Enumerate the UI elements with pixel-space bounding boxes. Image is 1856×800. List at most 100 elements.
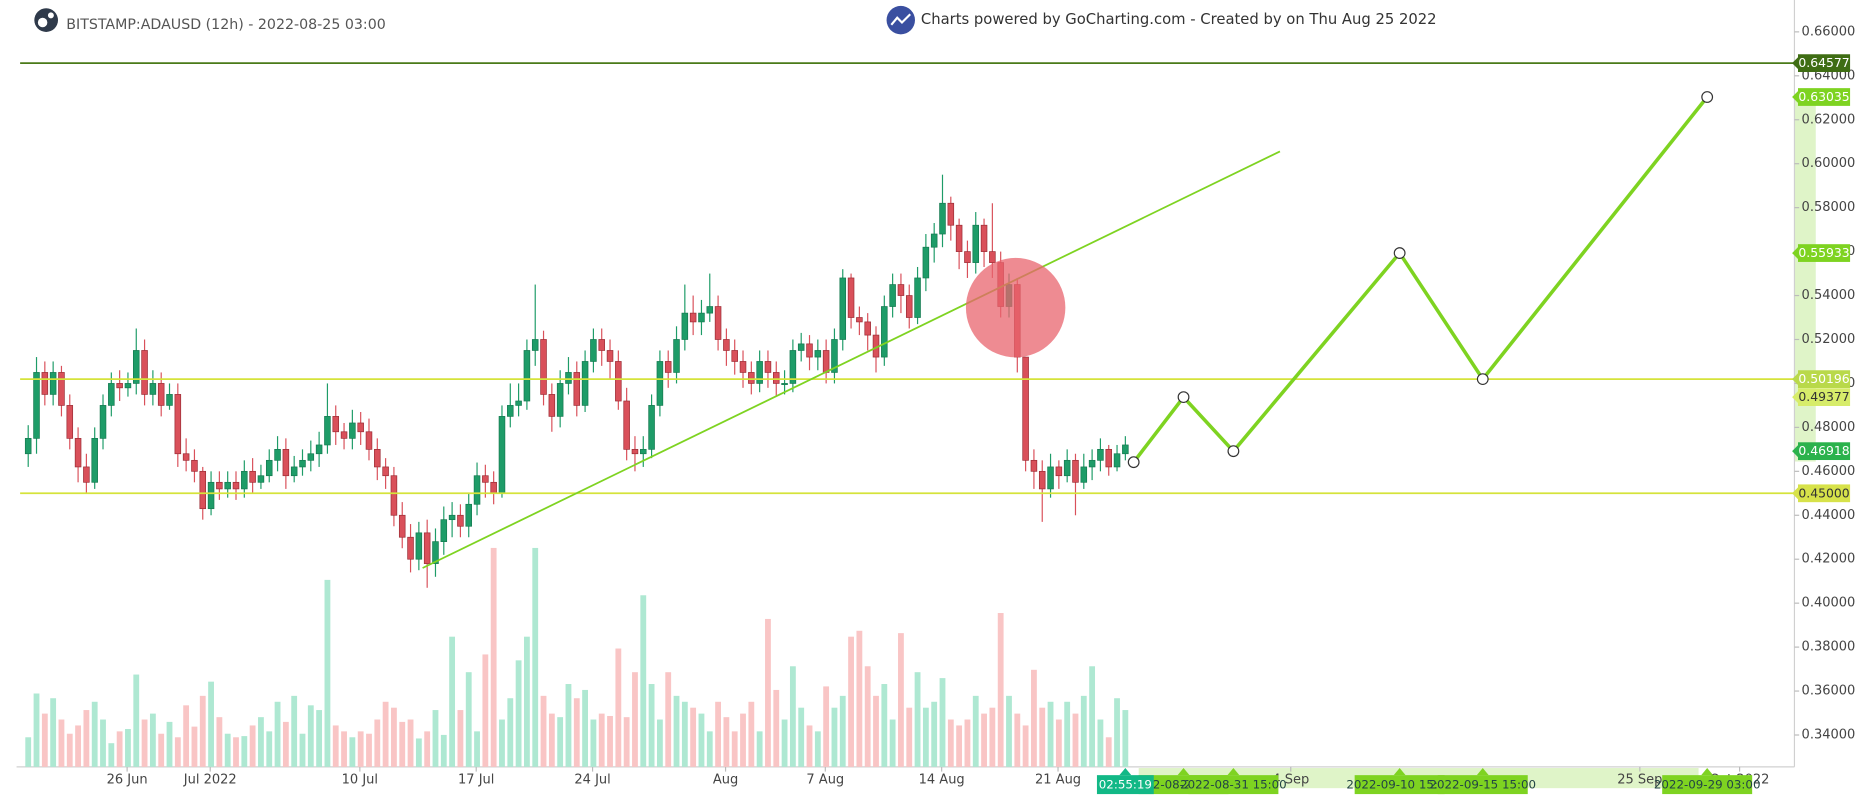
candle-body: [58, 372, 65, 406]
candle-body: [640, 448, 647, 455]
price-tag-label: 0.49377: [1798, 389, 1849, 404]
volume-bar: [474, 731, 480, 767]
date-tag: [1354, 775, 1445, 795]
volume-bar: [1006, 695, 1012, 767]
volume-bar: [706, 731, 713, 767]
volume-bar: [1031, 669, 1037, 767]
candle-body: [556, 383, 564, 417]
volume-bar: [125, 728, 131, 767]
volume-bar: [524, 636, 530, 767]
candle-body: [1022, 356, 1029, 461]
volume-bar: [1014, 713, 1021, 767]
volume-bar: [399, 721, 406, 767]
candle-body: [847, 277, 855, 318]
volume-bar: [66, 733, 73, 767]
price-tag-label: 0.55933: [1798, 245, 1849, 260]
price-tag-pointer: [1792, 487, 1798, 500]
volume-bar: [665, 672, 672, 767]
volume-bar: [889, 719, 896, 767]
volume-bar: [989, 707, 996, 767]
volume-bar: [1072, 713, 1079, 767]
projection-point: [1127, 456, 1140, 469]
volume-bar: [947, 719, 954, 767]
volume-bar: [964, 719, 971, 767]
volume-bar: [191, 726, 198, 767]
candle-body: [889, 284, 896, 307]
candle-body: [1113, 453, 1121, 468]
candle-body: [631, 448, 639, 455]
candle-body: [1080, 466, 1088, 483]
candle-body: [199, 470, 207, 510]
volume-bar: [598, 713, 605, 767]
candle-body: [905, 295, 913, 318]
price-tag: [1798, 484, 1851, 503]
candle-body: [689, 312, 697, 323]
volume-bar: [914, 672, 921, 767]
volume-bar: [407, 719, 414, 767]
volume-bar: [266, 731, 273, 767]
volume-bar: [607, 715, 613, 767]
price-tag-pointer: [1792, 57, 1798, 70]
price-tag: [1798, 370, 1851, 389]
x-tick-label: 10 Jul: [342, 772, 378, 787]
x-tick-label: 24 Jul: [574, 772, 610, 787]
volume-bar: [856, 630, 863, 767]
volume-bar: [91, 701, 98, 767]
volume-bar: [648, 684, 655, 767]
x-tick-label: Aug: [713, 772, 738, 787]
date-tag-label: 2022-09-29 03:00: [1654, 778, 1761, 792]
x-tick-label: 21 Aug: [1035, 772, 1081, 787]
candle-body: [656, 361, 664, 406]
volume-bar: [183, 705, 190, 767]
volume-bar: [75, 725, 81, 767]
candle-body: [340, 431, 348, 439]
volume-bar: [1064, 701, 1071, 767]
candle-body: [315, 444, 323, 455]
candle-body: [822, 350, 830, 373]
candle-body: [531, 339, 539, 351]
candle-body: [864, 321, 871, 336]
x-tick-label: 4 Sep: [1272, 772, 1309, 787]
volume-bar: [366, 733, 372, 767]
candle-body: [939, 202, 946, 235]
candle-body: [598, 339, 605, 351]
y-tick-label: 0.38000: [1802, 640, 1856, 655]
candle-body: [681, 312, 689, 340]
volume-bar: [241, 736, 248, 767]
candle-body: [972, 224, 980, 263]
candle-body: [99, 405, 107, 439]
price-tag-pointer: [1792, 247, 1798, 259]
volume-bar: [681, 701, 688, 767]
candle-body: [1030, 459, 1038, 472]
volume-bar: [149, 713, 156, 767]
candle-body: [814, 350, 822, 358]
volume-bar: [731, 731, 738, 767]
highlight-circle: [965, 257, 1066, 358]
volume-bar: [573, 698, 580, 767]
candle-body: [1063, 459, 1071, 477]
candle-body: [698, 312, 705, 323]
candle-body: [1072, 459, 1079, 483]
volume-bar: [640, 595, 647, 767]
candle-body: [116, 383, 123, 389]
volume-bar: [922, 707, 929, 767]
candle-body: [590, 339, 597, 362]
price-tag-pointer: [1792, 391, 1798, 404]
volume-bar: [839, 695, 846, 767]
projection-point: [1227, 445, 1240, 458]
volume-bar: [1114, 698, 1120, 767]
volume-bar: [382, 701, 389, 767]
chart-subtitle: Charts powered by GoCharting.com - Creat…: [921, 11, 1437, 28]
date-tag-label: 2022-09-10 15:00: [1346, 778, 1453, 792]
volume-bar: [100, 719, 106, 767]
x-tick-label: 25 Sep: [1617, 772, 1662, 787]
brand-icon: [886, 5, 915, 35]
x-tick-label: Jul 2022: [183, 772, 237, 787]
candle-body: [897, 284, 905, 296]
trend-line: [422, 150, 1281, 569]
candle-body: [182, 453, 190, 461]
candle-body: [1088, 459, 1096, 468]
volume-bar: [424, 731, 431, 767]
